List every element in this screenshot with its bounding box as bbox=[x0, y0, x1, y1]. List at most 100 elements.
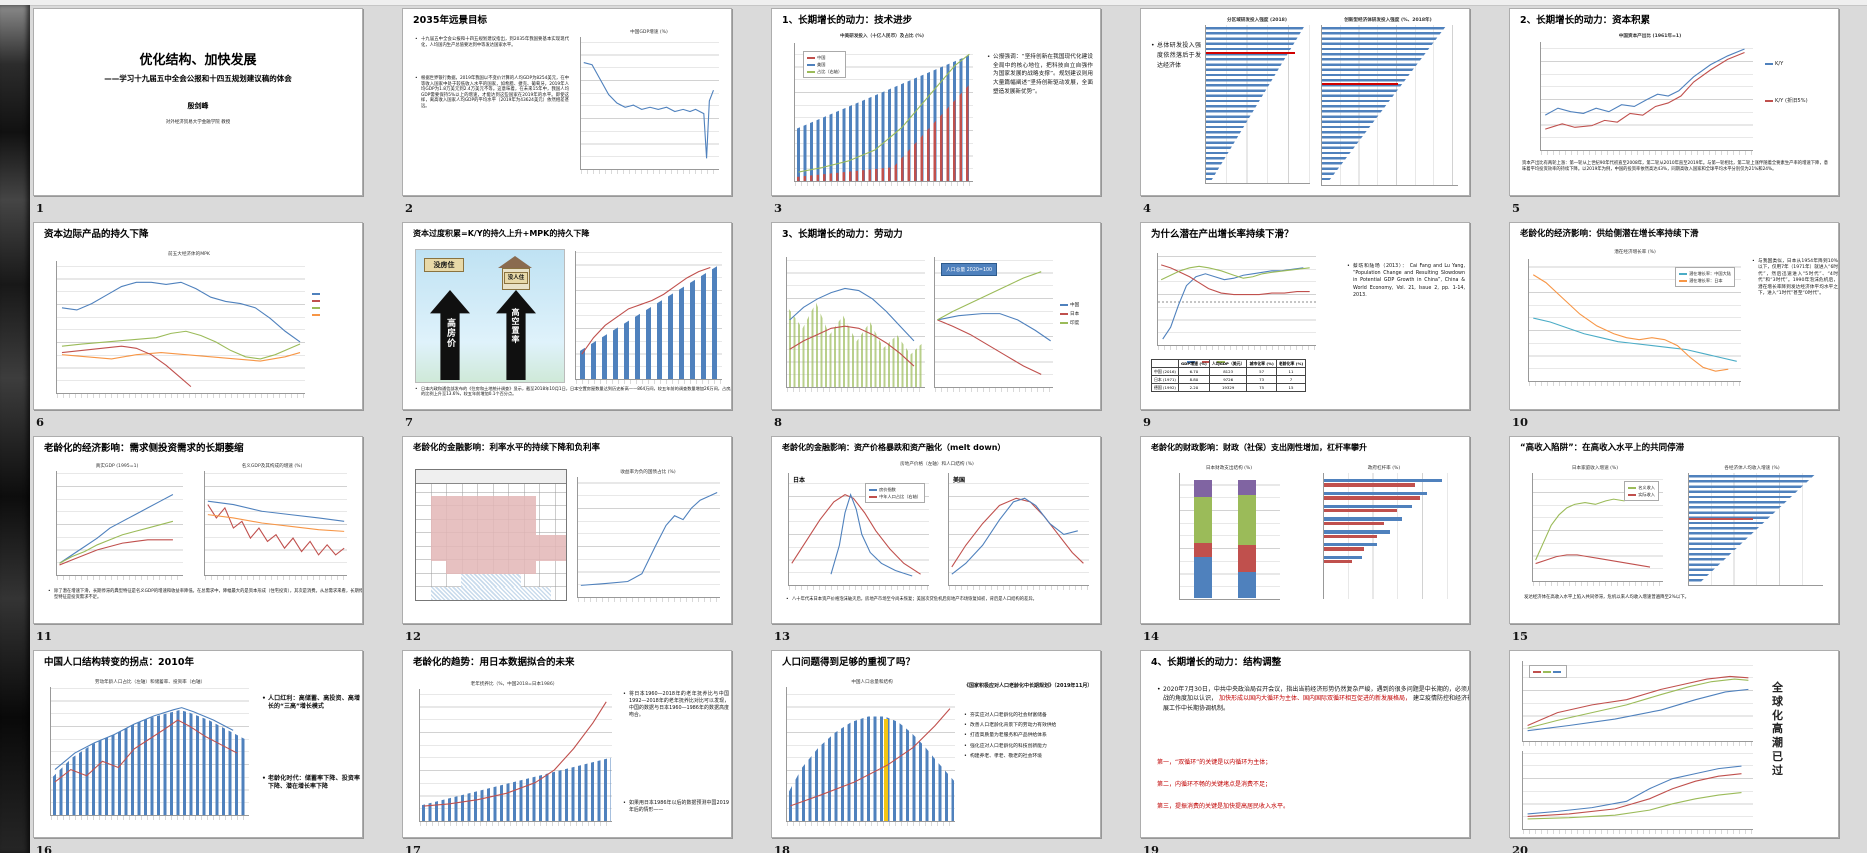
legend-item: 中国 bbox=[1060, 301, 1079, 310]
slide-thumbnail-13[interactable]: 老龄化的金融影响：资产价格暴跌和资产融化（melt down） 房地产价格（左轴… bbox=[771, 436, 1101, 624]
deck-subtitle: ——学习十九届五中全会公报和十四五规划建议稿的体会 bbox=[104, 74, 292, 83]
chart-title: 创新型经济体研发投入强度 (%、2018年) bbox=[1344, 18, 1432, 23]
x-axis-labels bbox=[1533, 582, 1663, 586]
slide-thumbnail-7[interactable]: 资本过度积累=K/Y的持久上升+MPK的持久下降 没房住 没人住 高房价 高空置… bbox=[402, 222, 732, 410]
line-chart-canvas bbox=[420, 689, 612, 821]
legend-label: 日本 bbox=[1070, 312, 1080, 318]
citation-block: 蔡昉和陆旸（2013）： Cai Fang and Lu Yang, “Popu… bbox=[1347, 263, 1465, 299]
slide-thumbnail-3[interactable]: 1、长期增长的动力：技术进步 中美研发投入（十亿人民币）及占比 (%) 中国 美… bbox=[771, 8, 1101, 196]
slide-number: 16 bbox=[36, 843, 53, 853]
hbar-series bbox=[1322, 27, 1446, 183]
hbar-red bbox=[1324, 521, 1385, 526]
slide-number: 10 bbox=[1512, 415, 1529, 429]
hbar-blue bbox=[1324, 555, 1362, 560]
chart-legend: 房价指数 中年人口占比（右轴） bbox=[865, 483, 925, 504]
policy-bullet-list: 夯实应对人口老龄化的社会财富储备 改善人口老龄化背景下的劳动力有效供给 打造高质… bbox=[964, 713, 1092, 764]
nominal-gdp-chart bbox=[204, 471, 347, 580]
hbar-blue bbox=[1324, 517, 1403, 521]
slide-thumbnail-12[interactable]: 老龄化的金融影响：利率水平的持续下降和负利率 收益率为负的国债占比 (%) bbox=[402, 436, 732, 624]
slide-number: 17 bbox=[405, 843, 422, 853]
line-chart-canvas bbox=[1523, 751, 1753, 829]
legend-swatch-green bbox=[1628, 487, 1637, 489]
slide-thumbnail-19[interactable]: 4、长期增长的动力：结构调整 2020年7月30日，中共中央政治局召开会议，指出… bbox=[1140, 650, 1470, 838]
line-series-aging bbox=[790, 709, 950, 806]
line-series-china bbox=[937, 314, 1050, 341]
slide-number: 5 bbox=[1512, 201, 1521, 215]
legend-item: 日本 bbox=[1060, 310, 1079, 319]
slide-cell-2: 2035年远景目标 十九届五中全会公报和十四五规划建议指出，到2035年我国要基… bbox=[402, 8, 732, 222]
panel-label: 美国 bbox=[953, 477, 966, 484]
slide-thumbnail-11[interactable]: 老龄化的经济影响：需求侧投资需求的长期萎缩 真实GDP (1995=1) 名义G… bbox=[33, 436, 363, 624]
slide-thumbnail-14[interactable]: 老龄化的财政影响：财政（社保）支出刚性增加，杠杆率攀升 日本财政支出结构 (%) bbox=[1140, 436, 1470, 624]
slide-thumbnail-20[interactable]: 全球化高潮已过 bbox=[1509, 650, 1839, 838]
hbar-pair bbox=[1324, 530, 1450, 538]
x-axis-labels bbox=[1523, 742, 1753, 746]
slide-title: 老龄化的经济影响：需求侧投资需求的长期萎缩 bbox=[44, 443, 244, 454]
potential-growth-chart: 潜在增长率：中国大陆 潜在增长率：日本 bbox=[1528, 259, 1741, 386]
chart-legend bbox=[1529, 665, 1567, 679]
legend-item: 实际收入 bbox=[1628, 491, 1655, 498]
slide-cell-13: 老龄化的金融影响：资产价格暴跌和资产融化（melt down） 房地产价格（左轴… bbox=[771, 436, 1101, 650]
chart-legend: 名义收入 实际收入 bbox=[1624, 481, 1659, 502]
stack-segment-green bbox=[1238, 494, 1256, 546]
slide-thumbnail-4[interactable]: 总体研发投入强度依然落后于发达经济体 分区域研发投入强度 (2018) 创新型经… bbox=[1140, 8, 1470, 196]
line-series-2 bbox=[1161, 265, 1310, 295]
slide-thumbnail-10[interactable]: 老龄化的经济影响：供给侧潜在增长率持续下滑 潜在经济增长率 (%) 潜在增长率：… bbox=[1509, 222, 1839, 410]
table-row: 中国 (2016) 6.70 8123 57 11 bbox=[1151, 367, 1307, 376]
hbar-red bbox=[1324, 508, 1398, 513]
x-axis-labels bbox=[787, 822, 955, 826]
slide-thumbnail-16[interactable]: 中国人口结构转变的拐点：2010年 劳动年龄人口占比（左轴）和储蓄率、投资率（右… bbox=[33, 650, 363, 838]
line-series-1 bbox=[1528, 766, 1742, 814]
labor-force-chart bbox=[786, 257, 925, 392]
line-chart-canvas bbox=[787, 687, 955, 821]
x-axis-labels bbox=[1529, 382, 1741, 386]
note-text: 日本内政和通信部发布的《住房和土地统计调查》显示，截至2018年10月1日，日本… bbox=[415, 386, 731, 397]
table-cell: 7 bbox=[1275, 375, 1307, 384]
legend-swatch-cyan bbox=[1679, 273, 1688, 275]
slide-thumbnail-9[interactable]: 为什么潜在产出增长率持续下滑？ bbox=[1140, 222, 1470, 410]
slide-thumbnail-5[interactable]: 2、长期增长的动力：资本积累 中国资本产出比 (1961年=1) K/Y K/Y… bbox=[1509, 8, 1839, 196]
stack-segment-blue bbox=[1238, 571, 1256, 598]
chart-title: 中国GDP增速 (%) bbox=[630, 30, 668, 35]
legend-label: 印度 bbox=[1070, 321, 1080, 327]
legend-label: 实际收入 bbox=[1638, 492, 1655, 498]
slide-thumbnail-1[interactable]: 优化结构、加快发展 ——学习十九届五中全会公报和十四五规划建议稿的体会 殷剑峰 … bbox=[33, 8, 363, 196]
slide-cell-6: 资本边际产品的持久下降 前五大经济体的MPK bbox=[33, 222, 363, 436]
line-series-saving bbox=[55, 708, 233, 770]
legend-swatch-blue bbox=[1553, 671, 1561, 673]
slide-thumbnail-17[interactable]: 老龄化的趋势：用日本数据拟合的未来 老年抚养比（%，中国2018=日本1986）… bbox=[402, 650, 732, 838]
table-header: 城市化率 (%) bbox=[1246, 359, 1277, 368]
line-chart-canvas bbox=[1158, 253, 1316, 345]
line-series-ratio bbox=[799, 54, 970, 172]
chart-title: 中国人口总量和结构 bbox=[851, 680, 893, 685]
red-point-line: 第三，提振消费的关键是加快提高居民收入水平。 bbox=[1157, 803, 1290, 810]
hbar-red bbox=[1324, 547, 1365, 551]
slide-title: “高收入陷阱”：在高收入水平上的共同停滞 bbox=[1520, 443, 1685, 453]
line-series-3 bbox=[1161, 266, 1310, 279]
hbar-blue bbox=[1324, 542, 1377, 547]
red-point-line: 第一，“双循环”的关键是以内循环为主体； bbox=[1157, 759, 1272, 766]
x-axis-labels bbox=[1158, 346, 1316, 350]
line-series-3 bbox=[1528, 793, 1742, 819]
slide-thumbnail-18[interactable]: 人口问题得到足够的重视了吗？ 中国人口总量和结构 《国家积极应对人口老龄化中长期… bbox=[771, 650, 1101, 838]
legend-item: 房价指数 bbox=[869, 486, 921, 493]
line-series-real bbox=[1536, 555, 1650, 567]
slide-thumbnail-8[interactable]: 3、长期增长的动力：劳动力 人口总量 2020=100 bbox=[771, 222, 1101, 410]
slide-cell-18: 人口问题得到足够的重视了吗？ 中国人口总量和结构 《国家积极应对人口老龄化中长期… bbox=[771, 650, 1101, 853]
slide-number: 11 bbox=[36, 629, 53, 643]
legend-swatch-red bbox=[1628, 494, 1637, 497]
stack-segment-red bbox=[1238, 545, 1256, 572]
slide-thumbnail-15[interactable]: “高收入陷阱”：在高收入水平上的共同停滞 日本家庭收入增速 (%) 名义收入 实… bbox=[1509, 436, 1839, 624]
legend-swatch-green bbox=[1543, 671, 1551, 673]
legend-label: 中国 bbox=[1070, 303, 1080, 308]
legend-item: 潜在增长率：中国大陆 bbox=[1679, 270, 1731, 277]
slide-thumbnail-2[interactable]: 2035年远景目标 十九届五中全会公报和十四五规划建议指出，到2035年我国要基… bbox=[402, 8, 732, 196]
slide-cell-15: “高收入陷阱”：在高收入水平上的共同停滞 日本家庭收入增速 (%) 名义收入 实… bbox=[1509, 436, 1839, 650]
line-chart-canvas bbox=[1529, 259, 1741, 381]
chart-title: 政府杠杆率 (%) bbox=[1367, 466, 1401, 471]
slide-title: 人口问题得到足够的重视了吗？ bbox=[782, 657, 916, 668]
table-cell: 2.20 bbox=[1177, 383, 1210, 392]
slide-thumbnail-6[interactable]: 资本边际产品的持久下降 前五大经济体的MPK bbox=[33, 222, 363, 410]
table-header: 人均GDP（美元） bbox=[1208, 359, 1248, 368]
legend-label: 名义收入 bbox=[1638, 485, 1655, 490]
